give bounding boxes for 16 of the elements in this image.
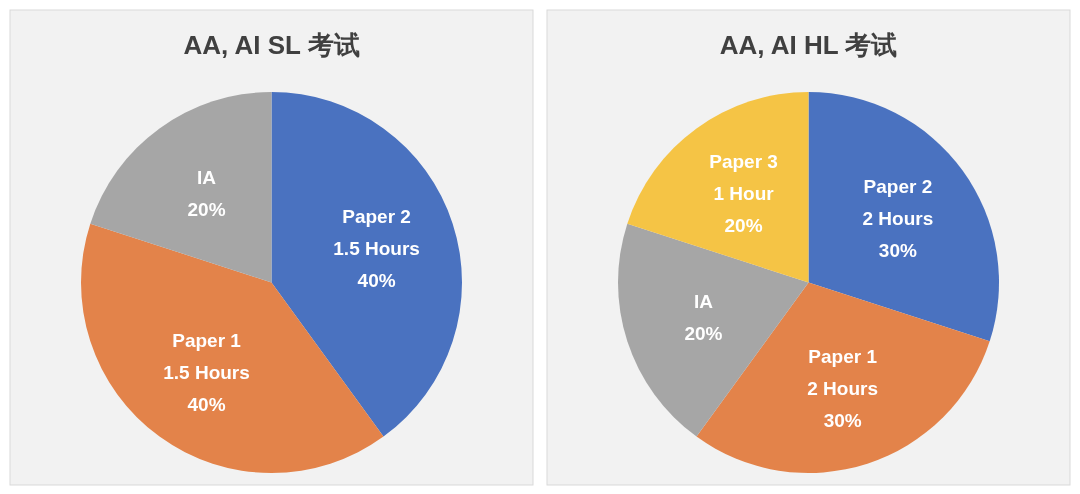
slice-label: Paper 2 1.5 Hours [333,206,420,260]
chart-title: AA, AI SL 考试 [183,30,360,60]
slice-label: Paper 3 1 Hour [709,151,778,205]
data-label: 30% [823,409,862,431]
data-label: 20% [724,215,763,237]
chart-title: AA, AI HL 考试 [719,30,898,60]
data-label: 30% [878,239,918,261]
data-label: 20% [187,199,226,221]
data-label: 40% [357,270,396,292]
data-label: 40% [187,393,226,415]
slice-label: Paper 2 2 Hours [862,175,934,229]
slice-label: IA [197,167,217,189]
slice-label: IA [693,290,714,312]
data-label: 20% [684,322,723,344]
slice-label: Paper 1 1.5 Hours [163,329,250,383]
slice-label: Paper 1 2 Hours [807,345,879,399]
